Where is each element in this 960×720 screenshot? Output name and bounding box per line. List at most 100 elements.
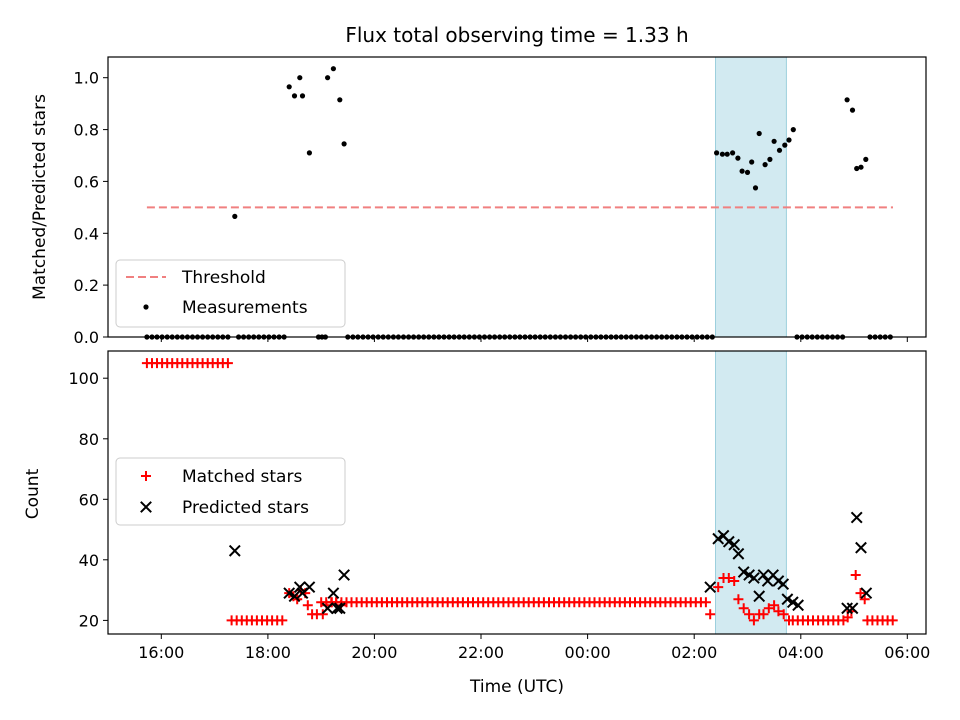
x-tick-label: 16:00: [138, 643, 184, 662]
matched-star-marker: [855, 588, 866, 599]
series-predicted-stars: [228, 511, 873, 615]
predicted-star-marker: [737, 566, 750, 578]
top-y-tick-label: 0.8: [74, 121, 99, 140]
x-tick-label: 02:00: [671, 643, 717, 662]
matched-star-marker: [277, 615, 288, 626]
legend-measurements-label: Measurements: [182, 298, 308, 318]
measurement-point: [286, 84, 292, 90]
predicted-star-marker: [288, 590, 301, 603]
bottom-y-tick-label: 100: [68, 369, 99, 388]
measurement-point: [756, 130, 762, 137]
top-y-tick-label: 1.0: [74, 69, 99, 88]
x-axis-label: Time (UTC): [469, 677, 564, 697]
legend-matched-label: Matched stars: [182, 467, 302, 487]
predicted-star-marker: [228, 544, 241, 557]
measurement-point: [790, 127, 796, 133]
matched-star-marker: [842, 612, 853, 623]
matched-star-marker: [778, 609, 789, 620]
matched-star-marker: [763, 603, 774, 614]
predicted-star-marker: [846, 602, 859, 615]
measurement-point: [306, 150, 312, 156]
measurement-point: [844, 97, 850, 103]
measurement-point: [776, 147, 783, 153]
measurement-point: [749, 159, 755, 165]
predicted-star-marker: [327, 587, 340, 600]
top-legend-box: [115, 259, 346, 328]
predicted-star-marker: [303, 581, 316, 594]
predicted-star-marker: [841, 602, 854, 615]
predicted-star-marker: [855, 541, 867, 554]
measurement-point: [232, 213, 238, 219]
series-matched-stars: [141, 358, 898, 626]
matched-star-marker: [302, 600, 313, 611]
legend-predicted-label: Predicted stars: [182, 498, 309, 518]
matched-star-marker: [317, 609, 328, 620]
predicted-star-marker: [704, 581, 717, 594]
matched-star-marker: [700, 597, 711, 608]
x-tick-label: 22:00: [458, 643, 504, 662]
matched-star-marker: [705, 609, 716, 620]
measurement-point: [767, 156, 773, 162]
measurement-point: [849, 107, 856, 113]
predicted-star-marker: [338, 569, 351, 581]
predicted-star-marker: [860, 587, 873, 600]
measurement-point: [297, 75, 303, 81]
matched-star-marker: [738, 603, 749, 614]
matched-star-marker: [723, 573, 734, 583]
measurement-point: [786, 137, 792, 143]
top-chart-title: Flux total observing time = 1.33 h: [345, 23, 688, 47]
measurement-point: [730, 150, 736, 156]
measurement-point: [341, 141, 347, 147]
bottom-y-tick-label: 40: [79, 551, 99, 570]
top-highlight-span: [715, 56, 787, 338]
x-tick-label: 00:00: [565, 643, 611, 662]
predicted-star-marker: [757, 569, 770, 581]
legend-measurements-swatch: [143, 304, 149, 310]
bottom-y-tick-label: 20: [79, 611, 99, 630]
predicted-star-marker: [747, 572, 760, 584]
measurement-point: [724, 151, 730, 157]
measurement-point: [299, 93, 306, 99]
matched-star-marker: [222, 358, 233, 369]
measurement-point: [771, 138, 777, 144]
measurement-point: [739, 168, 745, 174]
measurement-point: [714, 150, 720, 156]
top-y-tick-label: 0.2: [74, 276, 99, 295]
predicted-star-marker: [792, 599, 805, 612]
top-axes: 0.0 0.2 0.4 0.6 0.8 1.0 Threshold Measurements: [74, 56, 927, 347]
legend-matched-swatch: [141, 471, 151, 481]
predicted-star-marker: [850, 511, 863, 524]
matched-star-marker: [729, 576, 740, 586]
bottom-axes: 20 40 60 80 100 16:00 18:00 20:00 22:00 00:00 02:0…: [68, 350, 930, 662]
predicted-star-marker: [753, 590, 766, 603]
predicted-star-marker: [777, 578, 790, 591]
measurement-point: [744, 169, 751, 175]
measurement-point: [325, 75, 331, 81]
predicted-star-marker: [728, 538, 741, 551]
series-measurements: [232, 66, 869, 219]
predicted-star-marker: [712, 532, 725, 545]
matched-star-marker: [773, 606, 784, 617]
measurement-point: [735, 155, 741, 161]
measurement-point: [752, 185, 759, 191]
measurement-point: [782, 142, 788, 148]
matched-star-marker: [784, 615, 794, 626]
bottom-legend: Matched stars Predicted stars: [115, 457, 346, 526]
top-y-tick-label: 0.4: [74, 224, 99, 243]
top-y-tick-label: 0.6: [74, 172, 99, 191]
matched-star-marker: [769, 600, 780, 611]
predicted-star-marker: [333, 602, 346, 615]
predicted-star-marker: [331, 602, 344, 615]
legend-predicted-swatch: [140, 501, 152, 513]
x-tick-label: 20:00: [351, 643, 397, 662]
measurement-point: [719, 151, 726, 157]
bottom-y-tick-label: 60: [79, 490, 99, 509]
bottom-y-axis-label: Count: [23, 468, 43, 519]
matched-star-marker: [713, 582, 724, 593]
top-y-tick-label: 0.0: [74, 328, 99, 347]
top-legend: Threshold Measurements: [115, 259, 346, 328]
legend-threshold-label: Threshold: [181, 268, 266, 288]
top-axes-frame: [107, 56, 927, 338]
